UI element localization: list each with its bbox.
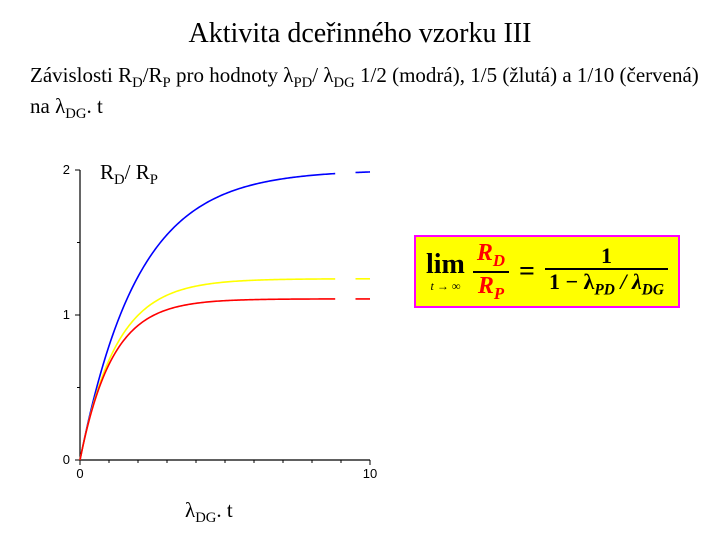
x-axis-label: λDG. t (185, 498, 233, 527)
frac1-num-a: R (477, 240, 493, 266)
svg-text:1: 1 (63, 307, 70, 322)
frac2-den-b: / λ (615, 269, 642, 294)
frac1-den-a: R (478, 273, 494, 299)
sub-s4: DG (334, 75, 355, 91)
xl-b: . t (216, 498, 232, 522)
frac1-den: RP (474, 274, 508, 303)
svg-text:0: 0 (63, 452, 70, 467)
frac2-den: 1 − λPD / λDG (545, 271, 668, 298)
subtitle: Závislosti RD/RP pro hodnoty λPD/ λDG 1/… (30, 62, 700, 123)
formula-box: lim t → ∞ RD RP = 1 1 − λPD / λDG (414, 235, 680, 308)
sub-p1: Závislosti R (30, 63, 132, 87)
frac2-den-as2: DG (642, 282, 664, 299)
lim-word: lim (426, 251, 465, 279)
ratio-half-blue-tail (356, 172, 371, 173)
sub-p6: . t (86, 94, 102, 118)
frac2-den-a: 1 − λ (549, 269, 594, 294)
page-title: Aktivita dceřinného vzorku III (0, 18, 720, 50)
ratio-fifth-yellow (80, 279, 335, 460)
fraction-rd-rp: RD RP (473, 241, 509, 302)
ratio-tenth-red (80, 299, 335, 460)
svg-text:2: 2 (63, 162, 70, 177)
svg-text:0: 0 (76, 466, 83, 480)
sub-p2: /R (143, 63, 163, 87)
frac1-den-as: P (494, 283, 504, 302)
frac2-num: 1 (597, 245, 616, 267)
sub-s2: P (163, 75, 171, 91)
sub-s3: PD (293, 75, 312, 91)
limit-operator: lim t → ∞ (426, 251, 465, 292)
lim-sub: t → ∞ (431, 280, 461, 292)
sub-p3: pro hodnoty λ (171, 63, 294, 87)
frac1-num-as: D (493, 251, 505, 270)
equals-sign: = (517, 256, 537, 288)
sub-s1: D (132, 75, 143, 91)
chart-svg: 0 1 2 0 10 (40, 160, 380, 480)
sub-s5: DG (65, 106, 86, 122)
sub-p4: / λ (312, 63, 333, 87)
svg-text:10: 10 (363, 466, 377, 480)
xl-as: DG (195, 510, 216, 526)
frac1-num: RD (473, 241, 509, 270)
fraction-rhs: 1 1 − λPD / λDG (545, 245, 668, 298)
xl-a: λ (185, 498, 195, 522)
frac2-den-as1: PD (594, 282, 615, 299)
ratio-half-blue (80, 174, 335, 460)
chart: 0 1 2 0 10 (40, 160, 380, 490)
